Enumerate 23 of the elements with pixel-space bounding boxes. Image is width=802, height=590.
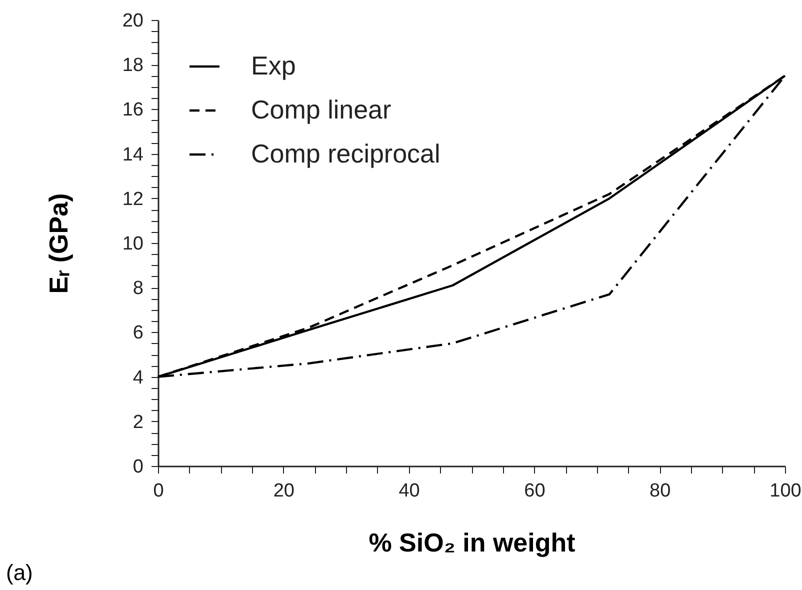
y-tick-label: 20 [122, 10, 144, 32]
y-tick-label: 2 [132, 412, 144, 433]
x-tick-label: 0 [153, 480, 164, 502]
y-axis-title: Eᵣ (GPa) [43, 193, 74, 294]
text: (a) [6, 560, 33, 586]
y-tick-label: 0 [132, 456, 144, 478]
x-tick-label: 80 [650, 480, 671, 502]
legend-label: Exp [251, 50, 296, 80]
y-tick-label: 14 [122, 144, 144, 166]
x-tick-label: 100 [770, 480, 802, 502]
legend-label: Comp linear [251, 94, 392, 124]
x-axis-title: % SiO₂ in weight [368, 528, 576, 558]
y-tick-label: 4 [132, 367, 144, 388]
y-tick-label: 6 [132, 322, 144, 344]
x-tick-label: 20 [273, 480, 294, 502]
y-tick-label: 8 [132, 278, 144, 300]
x-tick-label: 40 [398, 480, 420, 502]
legend-label: Comp reciprocal [251, 138, 440, 168]
y-tick-label: 10 [122, 234, 144, 254]
y-tick-label: 18 [122, 55, 144, 76]
x-tick-label: 60 [524, 480, 546, 502]
y-tick-label: 12 [122, 188, 144, 210]
y-tick-label: 16 [122, 100, 144, 121]
